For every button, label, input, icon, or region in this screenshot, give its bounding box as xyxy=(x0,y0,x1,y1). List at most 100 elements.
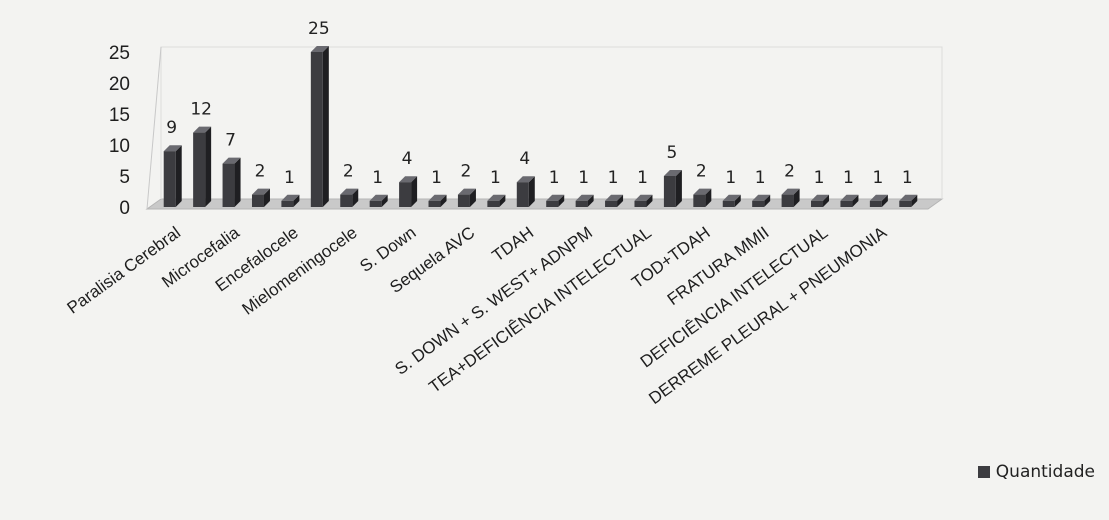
data-label: 25 xyxy=(308,19,330,39)
bar-side xyxy=(881,194,888,207)
bar-top xyxy=(781,188,800,195)
bar xyxy=(251,194,264,207)
legend: Quantidade xyxy=(977,462,1095,482)
bar xyxy=(575,200,588,207)
data-label: 1 xyxy=(755,168,766,188)
data-label: 1 xyxy=(872,168,883,188)
data-label: 2 xyxy=(343,162,354,182)
bar-top xyxy=(399,176,418,183)
bar xyxy=(634,200,647,207)
bar-top xyxy=(722,194,741,201)
bar xyxy=(546,200,559,207)
bar-side xyxy=(528,176,535,207)
data-label: 1 xyxy=(843,168,854,188)
bar-top xyxy=(663,170,682,176)
bar-side xyxy=(911,194,918,207)
bar xyxy=(222,163,235,207)
bar-side xyxy=(587,194,594,207)
bar-side xyxy=(705,188,712,207)
bar xyxy=(428,200,441,207)
bar xyxy=(310,52,323,207)
data-label: 1 xyxy=(578,168,589,188)
data-label: 12 xyxy=(190,100,212,120)
y-tick-label: 25 xyxy=(109,43,130,64)
bar xyxy=(811,200,824,207)
bar-side xyxy=(205,126,212,207)
data-label: 1 xyxy=(549,168,560,188)
bar-top xyxy=(193,126,212,133)
data-label: 7 xyxy=(225,131,236,151)
bar xyxy=(340,194,353,207)
data-label: 1 xyxy=(608,168,619,188)
bar xyxy=(781,194,794,207)
bar-top xyxy=(428,194,447,201)
data-label: 1 xyxy=(637,168,648,188)
chart-back-wall xyxy=(160,46,943,199)
y-tick-label: 5 xyxy=(119,167,130,188)
bar-side xyxy=(734,194,741,207)
bar xyxy=(693,194,706,207)
bar xyxy=(605,200,618,207)
bar xyxy=(281,200,294,207)
bar-top xyxy=(752,194,771,201)
bar xyxy=(869,200,882,207)
bar xyxy=(457,194,470,207)
bar-side xyxy=(352,188,359,207)
bar-side xyxy=(793,188,800,207)
bar-side xyxy=(499,194,506,207)
bar xyxy=(722,200,735,207)
data-label: 5 xyxy=(666,143,677,163)
bar-side xyxy=(263,188,270,207)
y-tick-label: 15 xyxy=(109,105,130,126)
bar-side xyxy=(558,194,565,207)
data-label: 1 xyxy=(284,168,295,188)
bar-top xyxy=(840,194,859,201)
y-axis-line xyxy=(146,46,162,210)
bar-top xyxy=(899,194,918,201)
data-label: 2 xyxy=(696,162,707,182)
bar-top xyxy=(516,176,535,183)
data-label: 1 xyxy=(902,168,913,188)
bar-side xyxy=(675,170,682,207)
bar-side xyxy=(469,188,476,207)
data-label: 2 xyxy=(461,162,472,182)
data-label: 1 xyxy=(431,168,442,188)
bar-side xyxy=(617,194,624,207)
bar xyxy=(193,132,206,207)
bar-top xyxy=(575,194,594,201)
bar-top xyxy=(163,145,182,152)
y-tick-label: 0 xyxy=(119,198,130,219)
legend-swatch xyxy=(977,466,990,478)
bar-side xyxy=(646,194,653,207)
bar xyxy=(840,200,853,207)
bar-top xyxy=(457,188,476,195)
bar-top xyxy=(281,194,300,201)
bar-top xyxy=(605,194,624,201)
bar-side xyxy=(293,194,300,207)
data-label: 2 xyxy=(255,162,266,182)
bar xyxy=(369,200,382,207)
bar-side xyxy=(175,145,182,207)
data-label: 4 xyxy=(519,149,530,169)
bar xyxy=(399,182,412,207)
bar xyxy=(516,182,529,207)
bar-top xyxy=(340,188,359,195)
bar xyxy=(899,200,912,207)
bar-side xyxy=(322,46,329,207)
y-tick-label: 20 xyxy=(109,74,130,95)
bar-top xyxy=(546,194,565,201)
bar-side xyxy=(852,194,859,207)
bar xyxy=(752,200,765,207)
data-label: 1 xyxy=(490,168,501,188)
bar-side xyxy=(764,194,771,207)
bar-top xyxy=(869,194,888,201)
bar-side xyxy=(234,157,241,207)
bar-top xyxy=(251,188,270,195)
bar xyxy=(487,200,500,207)
bar xyxy=(163,151,176,207)
bar-top xyxy=(811,194,830,201)
bar-top xyxy=(222,157,241,164)
data-label: 1 xyxy=(814,168,825,188)
